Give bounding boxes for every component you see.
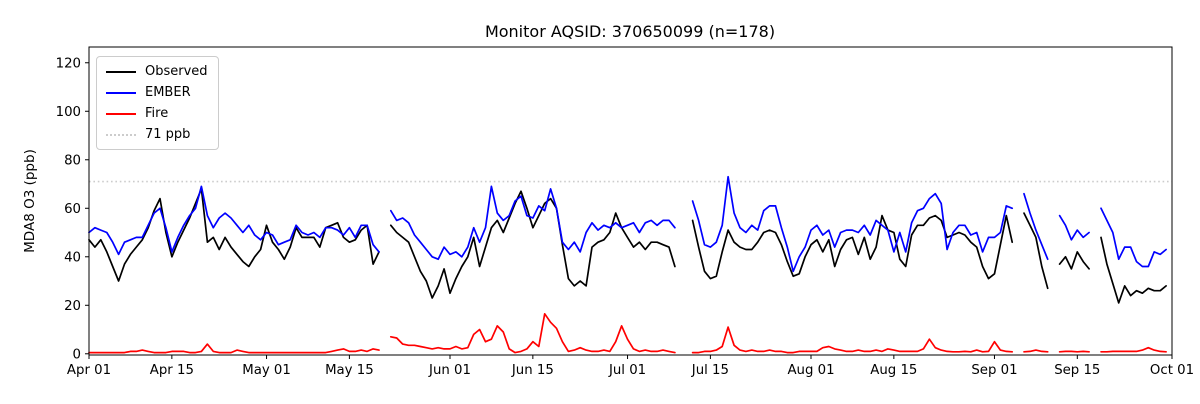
- x-tick-label: Sep 15: [1054, 363, 1100, 378]
- y-tick-label: 80: [64, 153, 81, 168]
- series-line-ember: [1101, 208, 1166, 266]
- y-tick-label: 100: [56, 105, 81, 120]
- y-tick-label: 0: [73, 347, 81, 362]
- series-line-ember: [1060, 216, 1090, 240]
- series-line-observed: [1060, 252, 1090, 269]
- legend-label-observed: Observed: [145, 64, 208, 79]
- legend-label-ember: EMBER: [145, 85, 191, 100]
- series-line-fire: [89, 344, 379, 353]
- x-tick-label: Aug 15: [870, 363, 917, 378]
- series-line-observed: [89, 189, 379, 281]
- series-line-observed: [1101, 237, 1166, 303]
- y-tick-label: 20: [64, 299, 81, 314]
- series-line-fire: [1024, 350, 1048, 352]
- threshold-line-swatch: [106, 134, 136, 136]
- series-line-fire: [693, 327, 1013, 353]
- series-line-fire: [391, 314, 675, 353]
- series-line-observed: [391, 191, 675, 298]
- y-tick-label: 60: [64, 202, 81, 217]
- series-line-ember: [1024, 194, 1048, 260]
- observed-line-swatch: [106, 71, 136, 73]
- x-tick-label: May 15: [325, 363, 374, 378]
- x-tick-label: Aug 01: [787, 363, 834, 378]
- y-axis-label: MDA8 O3 (ppb): [22, 149, 38, 253]
- x-tick-label: Oct 01: [1150, 363, 1194, 378]
- series-line-ember: [89, 186, 379, 254]
- x-tick-label: Apr 01: [67, 363, 111, 378]
- x-tick-label: Jun 01: [428, 363, 471, 378]
- legend-label-fire: Fire: [145, 106, 168, 121]
- plot-box: [89, 47, 1172, 355]
- y-tick-label: 120: [56, 56, 81, 71]
- x-tick-label: Jul 15: [691, 363, 729, 378]
- ember-line-swatch: [106, 92, 136, 94]
- y-tick-label: 40: [64, 250, 81, 265]
- series-line-ember: [693, 177, 1013, 272]
- legend-label-threshold: 71 ppb: [145, 127, 190, 142]
- legend-item-observed: Observed: [106, 64, 208, 79]
- legend-item-ember: EMBER: [106, 85, 208, 100]
- chart-title: Monitor AQSID: 370650099 (n=178): [485, 22, 775, 41]
- legend-item-fire: Fire: [106, 106, 208, 121]
- series-line-fire: [1101, 348, 1166, 352]
- x-tick-label: May 01: [242, 363, 291, 378]
- x-tick-label: Sep 01: [971, 363, 1017, 378]
- x-tick-label: Apr 15: [150, 363, 194, 378]
- legend: Observed EMBER Fire 71 ppb: [96, 56, 219, 150]
- series-line-ember: [391, 186, 675, 259]
- x-tick-label: Jul 01: [608, 363, 646, 378]
- fire-line-swatch: [106, 113, 136, 115]
- legend-item-threshold: 71 ppb: [106, 127, 208, 142]
- x-tick-label: Jun 15: [511, 363, 554, 378]
